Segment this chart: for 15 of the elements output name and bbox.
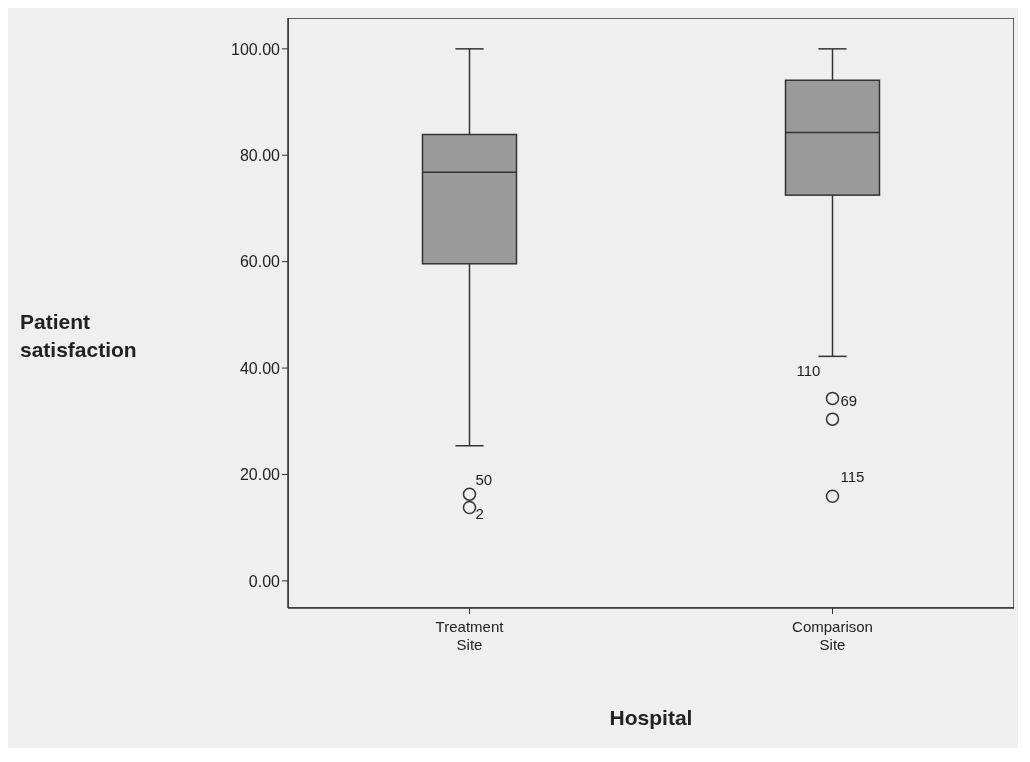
- y-tick-label: 100.00: [231, 40, 281, 58]
- annotation: 2: [475, 505, 484, 523]
- annotation: 115: [840, 468, 865, 486]
- y-tick-label: 80.00: [239, 146, 281, 164]
- y-tick-label: 60.00: [239, 253, 281, 271]
- x-tick-label: Treatment Site: [435, 618, 505, 653]
- annotation: 69: [840, 392, 858, 410]
- y-tick-label: 20.00: [239, 466, 281, 484]
- y-tick-label: 0.00: [248, 572, 281, 590]
- y-axis-title: Patient satisfaction: [20, 309, 138, 363]
- x-tick-label: Comparison Site: [792, 618, 873, 653]
- annotation: 110: [796, 362, 821, 380]
- annotation: 50: [475, 471, 493, 489]
- x-axis-title: Hospital: [608, 706, 694, 730]
- y-tick-label: 40.00: [239, 359, 281, 377]
